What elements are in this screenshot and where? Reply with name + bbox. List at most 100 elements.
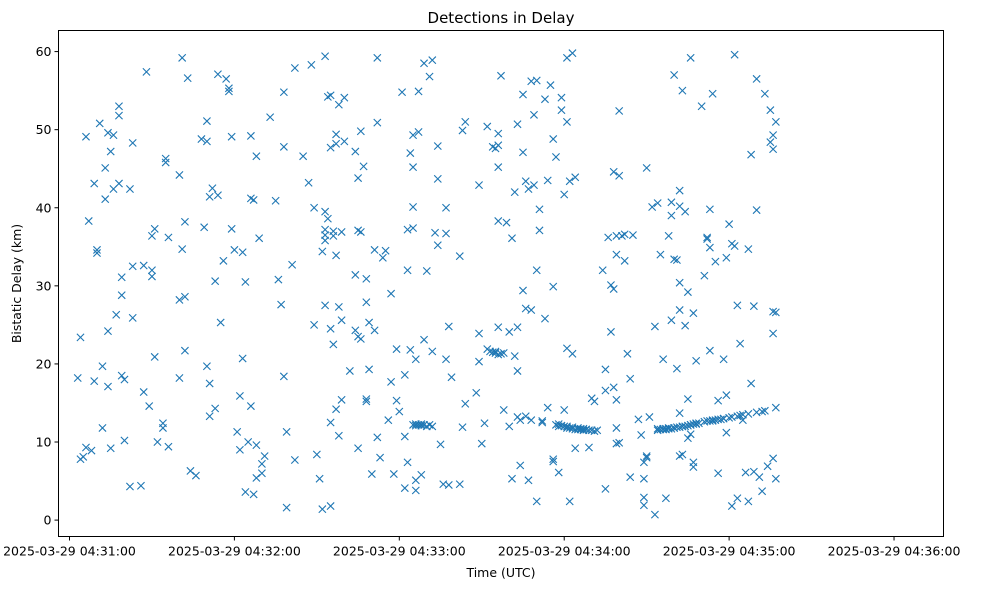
data-point [483, 122, 492, 131]
data-point [417, 470, 426, 479]
data-point [117, 291, 126, 300]
data-point [461, 117, 470, 126]
data-point [615, 106, 624, 115]
data-point [642, 453, 651, 462]
data-point [686, 430, 695, 439]
data-point [409, 163, 418, 172]
data-point [758, 487, 767, 496]
data-point [114, 102, 123, 111]
y-tick-label: 60 [36, 44, 52, 59]
data-point [760, 89, 769, 98]
data-point [321, 52, 330, 61]
data-point [414, 128, 423, 136]
data-point [114, 111, 123, 120]
data-point [359, 162, 368, 171]
data-point [540, 95, 549, 104]
data-point [667, 424, 676, 433]
data-point [235, 391, 244, 400]
data-point [249, 490, 258, 499]
data-point [98, 423, 107, 432]
data-point [675, 409, 684, 418]
data-point [771, 403, 780, 412]
data-point [387, 289, 396, 298]
data-point [689, 463, 698, 471]
data-point [337, 227, 346, 236]
data-point [186, 466, 195, 475]
data-point [683, 434, 692, 443]
data-point [92, 245, 101, 254]
data-point [650, 322, 659, 331]
data-point [730, 50, 739, 59]
data-point [76, 333, 85, 342]
data-point [139, 261, 148, 270]
data-point [705, 346, 714, 355]
data-point [290, 63, 299, 72]
data-point [312, 450, 321, 459]
data-point [114, 179, 123, 188]
data-point [323, 214, 332, 223]
data-point [340, 137, 349, 146]
data-point [321, 207, 330, 216]
data-point [175, 373, 184, 382]
data-point [472, 388, 481, 397]
data-point [516, 416, 525, 425]
data-point [708, 416, 717, 425]
data-point [494, 323, 503, 332]
data-point [769, 307, 778, 316]
data-point [579, 424, 588, 433]
data-point [282, 427, 291, 436]
x-tick-label: 2025-03-29 04:31:00 [3, 544, 136, 559]
data-point [139, 388, 148, 397]
data-point [488, 348, 497, 357]
data-point [719, 355, 728, 364]
data-point [458, 126, 467, 135]
data-point [516, 461, 525, 470]
data-point [252, 441, 261, 450]
data-point [120, 375, 129, 384]
data-point [557, 93, 566, 102]
data-point [560, 406, 569, 414]
data-point [590, 427, 599, 436]
data-points [73, 49, 780, 519]
data-point [373, 118, 382, 127]
data-point [356, 227, 365, 236]
data-point [494, 350, 503, 359]
data-point [686, 53, 695, 62]
data-point [87, 446, 96, 455]
data-point [678, 86, 687, 95]
x-tick-label: 2025-03-29 04:35:00 [663, 544, 796, 559]
data-point [758, 407, 767, 416]
data-point [367, 470, 376, 479]
data-point [351, 270, 360, 279]
data-point [400, 484, 409, 493]
data-point [667, 211, 676, 220]
y-tick-label: 50 [36, 122, 52, 137]
data-point [392, 345, 401, 354]
data-point [227, 224, 236, 233]
chart-title: Detections in Delay [428, 9, 575, 27]
data-point [593, 426, 602, 435]
data-point [703, 235, 712, 243]
data-point [535, 226, 544, 235]
data-point [128, 262, 137, 271]
data-point [409, 224, 418, 233]
data-point [497, 349, 505, 358]
data-point [744, 497, 753, 506]
data-point [681, 422, 690, 431]
data-point [494, 129, 503, 138]
data-point [667, 198, 676, 207]
data-point [238, 354, 247, 363]
data-point [705, 243, 714, 252]
data-point [249, 195, 258, 204]
data-point [722, 428, 731, 437]
data-point [554, 468, 563, 477]
data-point [766, 106, 775, 115]
data-point [725, 220, 734, 229]
data-point [656, 250, 665, 259]
data-point [117, 273, 126, 282]
data-point [458, 423, 467, 432]
data-point [455, 252, 464, 261]
data-point [315, 474, 324, 483]
data-point [653, 199, 662, 208]
